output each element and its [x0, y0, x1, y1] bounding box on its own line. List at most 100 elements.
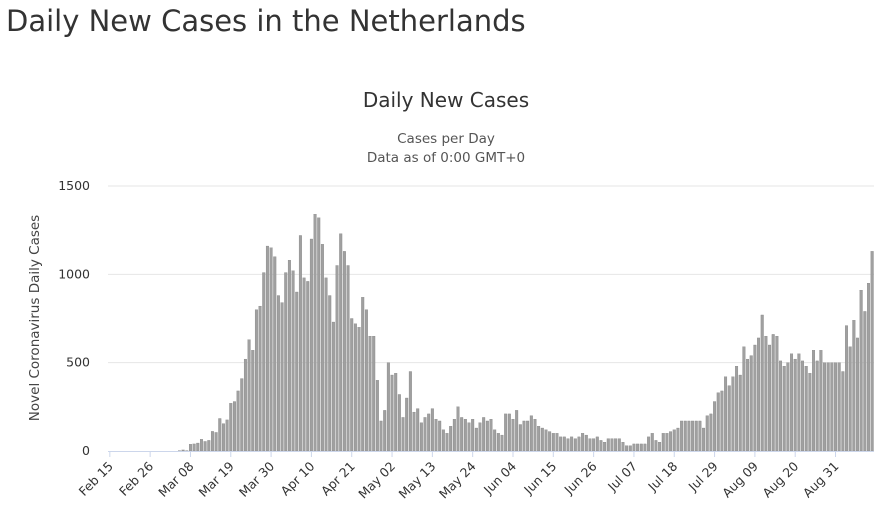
bar [306, 281, 310, 452]
bar [324, 277, 328, 452]
bar [625, 445, 629, 452]
bar [467, 422, 471, 452]
y-tick-label: 1500 [58, 178, 90, 193]
bar [727, 385, 731, 452]
bar [595, 436, 599, 452]
bar [687, 420, 691, 452]
x-tick-label: Jul 07 [604, 459, 640, 495]
bar [474, 427, 478, 452]
bar [720, 390, 724, 452]
bar [680, 420, 684, 452]
bar [452, 419, 456, 452]
bar [309, 238, 313, 452]
x-tick-label: May 02 [355, 459, 398, 502]
bar [210, 431, 214, 452]
bar [731, 376, 735, 452]
bar [702, 427, 706, 452]
bar [647, 436, 651, 452]
bar [848, 346, 852, 452]
bar [485, 420, 489, 452]
bar [548, 431, 552, 452]
bar [768, 344, 772, 452]
x-tick-label: Apr 10 [278, 458, 318, 498]
bar [427, 413, 431, 452]
bar [258, 305, 262, 452]
bar [709, 413, 713, 452]
bar [665, 433, 669, 452]
bar [298, 235, 302, 452]
bar [353, 323, 357, 452]
bar [764, 336, 768, 452]
bar [852, 320, 856, 452]
bar [482, 417, 486, 452]
bar [295, 291, 299, 452]
bar [280, 302, 284, 452]
bar [419, 422, 423, 452]
bar [544, 429, 548, 452]
bar [603, 442, 607, 452]
bar [445, 433, 449, 452]
bar [592, 438, 596, 452]
bar [676, 427, 680, 452]
bar [870, 251, 874, 452]
bar [643, 443, 647, 452]
bar [529, 415, 533, 452]
bar [617, 438, 621, 452]
bar [797, 353, 801, 452]
bar [372, 336, 376, 452]
chart-subtitle: Cases per Day [397, 131, 495, 147]
bar [361, 297, 365, 452]
bar [522, 420, 526, 452]
bar [830, 362, 834, 452]
bar [658, 442, 662, 452]
bar [284, 272, 288, 452]
bar [610, 438, 614, 452]
bar [434, 419, 438, 452]
bar [859, 290, 863, 452]
bar [401, 417, 405, 452]
bar [753, 344, 757, 452]
bar [735, 366, 739, 452]
bar [793, 358, 797, 452]
bar [287, 260, 291, 452]
bar [390, 374, 394, 452]
x-tick-label: Jun 26 [561, 458, 600, 497]
bar [863, 311, 867, 452]
bar [254, 309, 258, 452]
chart-subtitle-date: Data as of 0:00 GMT+0 [367, 150, 525, 166]
bar [639, 443, 643, 452]
y-tick-label: 500 [66, 355, 90, 370]
x-tick-label: Jun 15 [520, 459, 559, 498]
bar [786, 362, 790, 452]
bar [775, 336, 779, 452]
bar [779, 360, 783, 452]
bar [654, 440, 658, 452]
bar [801, 360, 805, 452]
bar [331, 321, 335, 452]
bar [463, 419, 467, 452]
bar [713, 401, 717, 452]
bar [251, 350, 255, 452]
bar [559, 436, 563, 452]
x-tick-label: Jul 18 [644, 458, 680, 494]
bar [555, 433, 559, 452]
bar [672, 429, 676, 452]
bar [240, 378, 244, 452]
bar [533, 419, 537, 452]
bar [302, 277, 306, 452]
bar [460, 417, 464, 452]
bar [232, 401, 236, 452]
x-tick-label: Jun 04 [480, 458, 519, 497]
bar [375, 380, 379, 452]
bar [621, 442, 625, 452]
y-tick-label: 1000 [58, 266, 90, 281]
bar [394, 373, 398, 452]
bar [742, 346, 746, 452]
x-tick-label: Feb 15 [76, 459, 116, 499]
bar [368, 336, 372, 452]
bar [614, 438, 618, 452]
bar [691, 420, 695, 452]
bar [577, 436, 581, 452]
chart-title: Daily New Cases [363, 88, 529, 112]
bar [636, 443, 640, 452]
